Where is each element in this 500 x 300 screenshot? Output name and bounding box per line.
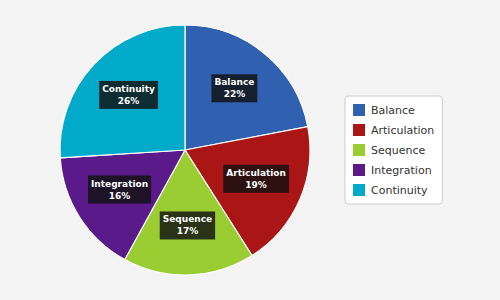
- data-label-category: Sequence: [163, 214, 212, 224]
- data-label-value: 26%: [118, 96, 140, 106]
- legend-label: Integration: [371, 164, 432, 177]
- data-label-category: Articulation: [226, 168, 286, 178]
- legend-swatch: [353, 104, 365, 116]
- legend-label: Balance: [371, 104, 415, 117]
- legend-swatch: [353, 124, 365, 136]
- legend-label: Sequence: [371, 144, 425, 157]
- chart: Balance 22% Articulation 19% Sequence 17% Inte…: [0, 0, 500, 300]
- pie-slice: [60, 150, 185, 260]
- data-label: Integration 16%: [88, 176, 151, 204]
- data-label-category: Continuity: [102, 84, 155, 94]
- legend-frame: [345, 96, 442, 204]
- data-label-category: Balance: [214, 77, 254, 87]
- data-label: Continuity 26%: [99, 81, 158, 109]
- data-label-value: 22%: [224, 89, 246, 99]
- data-label-box: [99, 81, 158, 109]
- legend-label: Articulation: [371, 124, 434, 137]
- legend: Balance Articulation Sequence Integration Co…: [345, 96, 442, 204]
- data-label-value: 17%: [177, 226, 199, 236]
- data-label-box: [211, 74, 257, 102]
- pie-slice: [60, 25, 185, 158]
- data-label-box: [160, 211, 215, 239]
- data-labels: Balance 22% Articulation 19% Sequence 17% Inte…: [88, 74, 289, 239]
- data-label: Balance 22%: [211, 74, 257, 102]
- data-label-value: 16%: [109, 191, 131, 201]
- legend-swatch: [353, 164, 365, 176]
- data-label-value: 19%: [245, 180, 267, 190]
- data-label-category: Integration: [91, 179, 148, 189]
- data-label-box: [223, 165, 289, 193]
- data-label: Sequence 17%: [160, 211, 215, 239]
- data-label: Articulation 19%: [223, 165, 289, 193]
- legend-label: Continuity: [371, 184, 428, 197]
- data-label-box: [88, 176, 151, 204]
- legend-swatch: [353, 144, 365, 156]
- legend-swatch: [353, 184, 365, 196]
- pie: [60, 25, 310, 275]
